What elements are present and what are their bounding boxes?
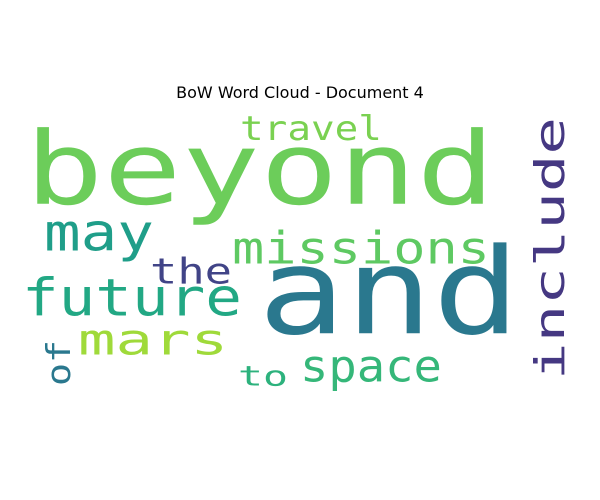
word-the: the <box>150 250 232 292</box>
word-mars: mars <box>78 315 228 365</box>
word-missions: missions <box>232 222 490 274</box>
word-travel: travel <box>240 108 382 148</box>
word-to: to <box>238 361 288 393</box>
word-beyond: beyond <box>25 111 495 228</box>
word-include: include <box>527 117 574 380</box>
chart-title: BoW Word Cloud - Document 4 <box>176 83 424 102</box>
word-future: future <box>22 269 242 328</box>
word-and: and <box>258 223 520 362</box>
word-space: space <box>300 340 442 392</box>
word-of: of <box>41 340 79 386</box>
word-may: may <box>44 204 154 263</box>
